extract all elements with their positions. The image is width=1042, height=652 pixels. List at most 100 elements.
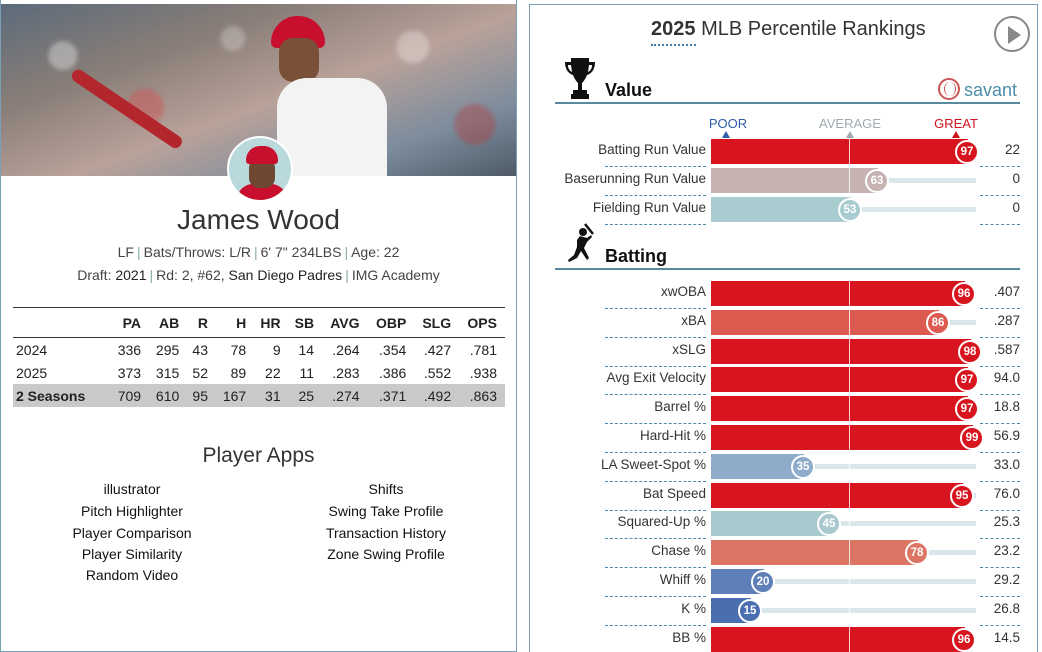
value-divider	[980, 195, 1020, 196]
table-cell: 25	[288, 383, 323, 407]
savant-brand: savant	[964, 80, 1018, 100]
percentile-row[interactable]: Chase % 78 23.2	[555, 538, 1020, 569]
value-divider	[980, 567, 1020, 569]
average-line	[849, 569, 850, 594]
percentile-row[interactable]: Baserunning Run Value 63 0	[555, 166, 1020, 196]
rankings-year-selector[interactable]: 2025	[651, 18, 696, 46]
batter-figure	[263, 16, 399, 176]
average-line	[849, 367, 850, 393]
average-line	[849, 309, 850, 335]
table-cell: 2025	[16, 364, 48, 381]
table-cell: .354	[379, 341, 407, 358]
col-header: SLG	[414, 307, 460, 338]
table-cell: 31	[254, 383, 289, 407]
metric-label: LA Sweet-Spot %	[600, 456, 706, 472]
metric-value: 26.8	[993, 600, 1020, 616]
percentile-row[interactable]: BB % 96 14.5	[555, 625, 1020, 652]
col-header: HR	[254, 307, 289, 338]
scale-arrow-poor	[722, 131, 730, 138]
percentile-track	[711, 521, 976, 527]
app-link-player-comparison[interactable]: Player Comparison	[72, 525, 192, 541]
table-cell: .274	[322, 383, 368, 407]
percentile-track	[711, 463, 976, 469]
table-cell: 78	[230, 341, 247, 358]
draft-team[interactable]: San Diego Padres	[228, 267, 343, 283]
metric-value: 0	[1012, 200, 1020, 215]
app-link-transaction-history[interactable]: Transaction History	[325, 525, 447, 541]
percentile-row[interactable]: Hard-Hit % 99 56.9	[555, 423, 1020, 453]
draft-year[interactable]: 2021	[115, 267, 147, 283]
percentile-row[interactable]: Batting Run Value 97 22	[555, 137, 1020, 167]
percentile-row[interactable]: K % 15 26.8	[555, 596, 1020, 626]
percentile-badge: 63	[865, 169, 889, 193]
value-divider	[980, 596, 1020, 597]
table-cell: 610	[149, 383, 188, 407]
percentile-row[interactable]: Avg Exit Velocity 97 94.0	[555, 365, 1020, 396]
app-link-zone-swing-profile[interactable]: Zone Swing Profile	[327, 546, 445, 562]
percentile-badge: 35	[791, 454, 815, 479]
app-link-random-video[interactable]: Random Video	[85, 567, 179, 583]
row-divider	[605, 567, 706, 569]
app-link-shifts[interactable]: Shifts	[368, 481, 404, 497]
player-name: James Wood	[177, 204, 340, 235]
play-button[interactable]	[994, 16, 1030, 52]
col-header	[13, 307, 111, 338]
percentile-row[interactable]: xwOBA 96 .407	[555, 279, 1020, 309]
value-divider	[980, 480, 1020, 482]
row-divider	[605, 480, 706, 482]
average-line	[849, 139, 850, 164]
table-cell: 2 Seasons	[13, 383, 111, 407]
percentile-row[interactable]: Squared-Up % 45 25.3	[555, 509, 1020, 540]
player-bio: LF | Bats/Throws: L/R | 6' 7" 234LBS | Age: 22	[117, 244, 400, 260]
rankings-title-text: MLB Percentile Rankings	[701, 18, 926, 40]
app-link-player-similarity[interactable]: Player Similarity	[81, 546, 183, 562]
app-link-illustrator[interactable]: illustrator	[103, 481, 161, 497]
average-line	[849, 396, 850, 422]
row-divider	[605, 423, 706, 425]
table-cell: .283	[332, 364, 360, 381]
average-line	[849, 338, 850, 364]
table-cell: 9	[272, 341, 281, 358]
percentile-badge: 20	[751, 570, 775, 594]
percentile-bar	[711, 281, 965, 306]
app-link-swing-take-profile[interactable]: Swing Take Profile	[328, 503, 444, 519]
metric-label: Barrel %	[654, 399, 706, 415]
metric-label: xBA	[681, 312, 706, 328]
value-divider	[980, 365, 1020, 367]
value-divider	[980, 394, 1020, 396]
percentile-row[interactable]: Barrel % 97 18.8	[555, 394, 1020, 425]
average-line	[849, 168, 850, 193]
percentile-row[interactable]: Fielding Run Value 53 0	[555, 195, 1020, 225]
section-batting-header: Batting	[555, 223, 1020, 270]
metric-value: 76.0	[993, 485, 1020, 501]
draft-school: IMG Academy	[351, 267, 440, 283]
percentile-bar	[711, 139, 968, 164]
percentile-row[interactable]: xBA 86 .287	[555, 308, 1020, 338]
metric-value: 25.3	[993, 514, 1020, 530]
percentile-row[interactable]: xSLG 98 .587	[555, 337, 1020, 367]
metric-label: K %	[681, 600, 706, 616]
value-divider	[980, 624, 1020, 626]
app-link-pitch-highlighter[interactable]: Pitch Highlighter	[81, 503, 183, 519]
metric-value: .587	[993, 341, 1020, 357]
row-divider	[605, 336, 706, 338]
percentile-row[interactable]: Whiff % 20 29.2	[555, 567, 1020, 597]
metric-value: 29.2	[993, 572, 1020, 587]
average-line	[849, 540, 850, 566]
average-line	[849, 425, 850, 450]
row-divider	[605, 538, 706, 540]
percentile-row[interactable]: LA Sweet-Spot % 35 33.0	[555, 452, 1020, 482]
percentile-bar	[711, 396, 968, 422]
metric-value: 94.0	[993, 370, 1020, 386]
percentile-badge: 99	[960, 426, 984, 450]
metric-label: xwOBA	[660, 284, 706, 299]
percentile-badge: 53	[838, 198, 862, 222]
stats-header-row: PA AB R H HR SB AVG OBP SLG OPS	[13, 307, 505, 338]
table-cell: .863	[459, 383, 505, 407]
percentile-badge: 96	[952, 282, 976, 306]
table-cell: .781	[469, 341, 497, 358]
section-batting-label: Batting	[605, 246, 667, 266]
percentile-row[interactable]: Bat Speed 95 76.0	[555, 481, 1020, 511]
player-action-photo	[1, 4, 516, 176]
row-divider	[605, 452, 706, 453]
